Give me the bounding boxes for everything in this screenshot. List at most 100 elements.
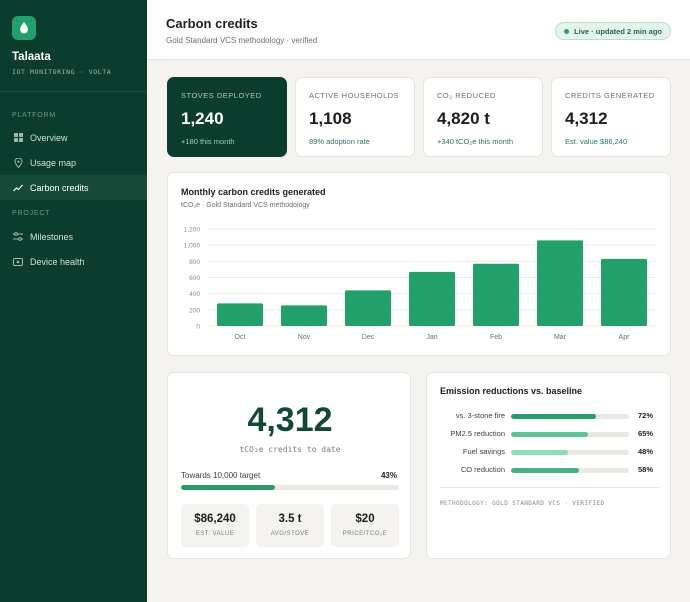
stat-card-stoves: STOVES DEPLOYED 1,240 +180 this month	[167, 77, 287, 157]
bar	[344, 290, 392, 326]
emissions-bar-fill	[511, 450, 568, 455]
sidebar-item-milestones[interactable]: Milestones	[0, 224, 147, 249]
mini-value: 3.5 t	[278, 513, 302, 525]
stat-note: +180 this month	[181, 137, 235, 146]
bar	[536, 240, 584, 326]
y-tick-label: 200	[189, 307, 200, 314]
stat-value: 1,240	[181, 109, 224, 128]
credits-total: 4,312	[247, 401, 333, 439]
stat-label: CO₂ REDUCED	[437, 91, 496, 100]
mini-value: $20	[355, 513, 375, 525]
status-badge: Live · updated 2 min ago	[555, 22, 671, 40]
brand-logo[interactable]	[12, 16, 36, 40]
sidebar-item-label: Overview	[30, 132, 68, 143]
stat-card-households: ACTIVE HOUSEHOLDS 1,108 89% adoption rat…	[295, 77, 415, 157]
grid-icon	[13, 133, 23, 143]
bar-chart: 0 200 400 600 800 1,000 1,200 Oct Nov Dec Jan Feb Ma…	[184, 227, 656, 341]
page-title: Carbon credits	[166, 16, 258, 31]
emissions-row: PM2.5 reduction 65%	[427, 428, 672, 440]
x-tick-label: Mar	[554, 334, 567, 341]
emissions-percent: 58%	[637, 465, 653, 474]
stat-card-credits: CREDITS GENERATED 4,312 Est. value $86,2…	[551, 77, 671, 157]
bar	[408, 271, 456, 326]
methodology-note: METHODOLOGY: GOLD STANDARD VCS · VERIFIE…	[440, 500, 605, 507]
leaf-drop-icon	[20, 22, 28, 34]
emissions-row: Fuel savings 48%	[427, 446, 672, 458]
status-badge-label: Live · updated 2 min ago	[574, 26, 662, 36]
sidebar-item-label: Device health	[30, 256, 85, 267]
brand-subtitle: IOT MONITORING · VOLTA	[12, 68, 112, 76]
stat-label: ACTIVE HOUSEHOLDS	[309, 91, 400, 100]
page-subtitle: Gold Standard VCS methodology · verified	[166, 36, 318, 45]
emissions-bar	[511, 432, 629, 437]
live-dot-icon	[564, 28, 570, 34]
bar	[280, 305, 328, 326]
stat-label: CREDITS GENERATED	[565, 91, 655, 100]
x-tick-label: Dec	[362, 334, 375, 341]
sliders-icon	[13, 232, 23, 242]
target-percent: 43%	[380, 471, 397, 480]
sidebar-item-device-health[interactable]: Device health	[0, 249, 147, 274]
emissions-bar	[511, 468, 629, 473]
mini-card-price: $20 PRICE/TCO₂E	[331, 504, 399, 547]
target-progress-bar	[181, 485, 399, 490]
emissions-card: Emission reductions vs. baseline vs. 3-s…	[426, 372, 671, 559]
stat-note: Est. value $86,240	[565, 137, 628, 146]
stat-value: 1,108	[309, 109, 352, 128]
bar	[600, 258, 648, 326]
device-icon	[13, 257, 23, 267]
chart-title: Monthly carbon credits generated	[181, 187, 326, 197]
x-tick-label: Feb	[490, 334, 502, 341]
emissions-title: Emission reductions vs. baseline	[440, 386, 583, 396]
y-tick-label: 1,000	[184, 243, 201, 250]
mini-card-value: $86,240 EST. VALUE	[181, 504, 249, 547]
sidebar-item-label: Carbon credits	[30, 182, 89, 193]
sidebar-item-label: Usage map	[30, 157, 77, 168]
sidebar-item-usage-map[interactable]: Usage map	[0, 150, 147, 175]
header: Carbon credits Gold Standard VCS methodo…	[147, 0, 690, 60]
brand-name: Talaata	[12, 51, 51, 63]
emissions-percent: 65%	[637, 429, 653, 438]
x-tick-label: Oct	[235, 334, 246, 341]
bar	[472, 263, 520, 326]
mini-card-avg: 3.5 t AVG/STOVE	[256, 504, 324, 547]
sidebar-item-carbon-credits[interactable]: Carbon credits	[0, 175, 147, 200]
mini-label: PRICE/TCO₂E	[342, 531, 388, 537]
bar	[216, 303, 264, 326]
emissions-row: vs. 3-stone fire 72%	[427, 410, 672, 422]
emissions-bar	[511, 414, 629, 419]
emissions-label: vs. 3-stone fire	[455, 411, 505, 420]
section-label-project: PROJECT	[12, 210, 51, 217]
emissions-percent: 48%	[637, 447, 653, 456]
mini-label: AVG/STOVE	[270, 531, 310, 537]
credits-card: 4,312 tCO₂e credits to date Towards 10,0…	[167, 372, 411, 559]
sidebar-item-label: Milestones	[30, 231, 74, 242]
stat-value: 4,312	[565, 109, 608, 128]
target-label: Towards 10,000 target	[181, 471, 261, 480]
emissions-bar-fill	[511, 432, 588, 437]
mini-value: $86,240	[194, 513, 236, 525]
stat-note: +340 tCO₂e this month	[437, 137, 514, 146]
stat-card-co2: CO₂ REDUCED 4,820 t +340 tCO₂e this mont…	[423, 77, 543, 157]
y-tick-label: 1,200	[184, 227, 201, 234]
chart-subtitle: tCO₂e · Gold Standard VCS methodology	[181, 202, 310, 209]
sidebar-divider	[0, 91, 147, 92]
chart-card: 0 200 400 600 800 1,000 1,200 Oct Nov Dec Jan Feb Ma…	[167, 172, 671, 356]
map-pin-icon	[13, 157, 23, 168]
section-label-platform: PLATFORM	[12, 112, 56, 119]
emissions-label: PM2.5 reduction	[450, 429, 505, 438]
emissions-bar	[511, 450, 629, 455]
x-tick-label: Nov	[298, 334, 311, 341]
emissions-divider	[440, 487, 659, 488]
mini-label: EST. VALUE	[195, 531, 235, 537]
emissions-bar-fill	[511, 468, 580, 473]
y-tick-label: 600	[189, 275, 200, 282]
credits-caption: tCO₂e credits to date	[239, 445, 341, 454]
x-tick-label: Apr	[619, 334, 631, 341]
y-tick-label: 0	[196, 324, 200, 331]
emissions-row: CO reduction 58%	[427, 464, 672, 476]
emissions-bar-fill	[511, 414, 596, 419]
sidebar-item-overview[interactable]: Overview	[0, 125, 147, 150]
emissions-percent: 72%	[637, 411, 653, 420]
emissions-label: Fuel savings	[462, 447, 505, 456]
